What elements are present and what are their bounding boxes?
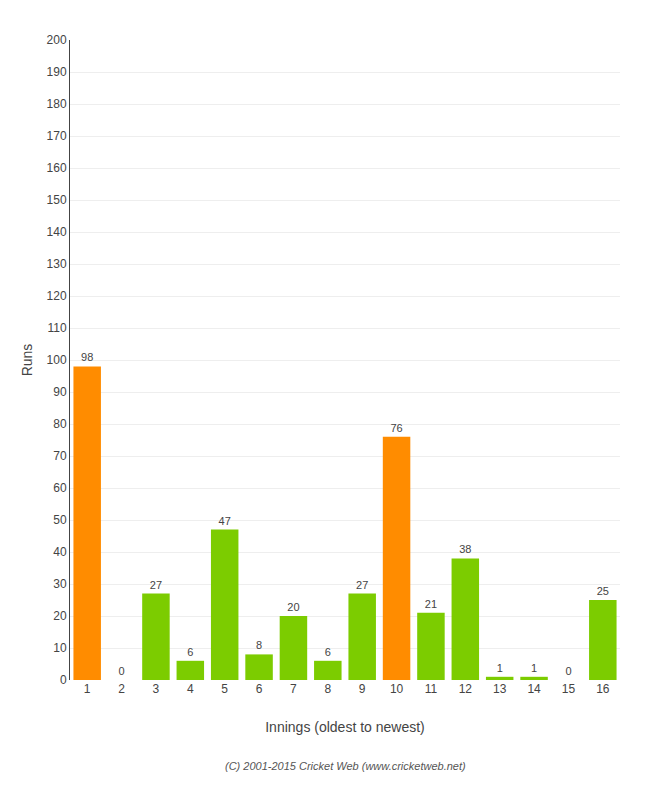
svg-text:50: 50 xyxy=(53,513,67,527)
svg-text:10: 10 xyxy=(390,682,404,696)
svg-text:0: 0 xyxy=(565,665,571,677)
svg-text:8: 8 xyxy=(324,682,331,696)
svg-text:130: 130 xyxy=(47,257,67,271)
svg-text:13: 13 xyxy=(493,682,507,696)
svg-text:12: 12 xyxy=(459,682,473,696)
svg-text:Runs: Runs xyxy=(19,344,35,377)
svg-text:8: 8 xyxy=(256,639,262,651)
svg-text:25: 25 xyxy=(597,585,609,597)
svg-text:16: 16 xyxy=(596,682,610,696)
svg-text:11: 11 xyxy=(425,682,438,696)
svg-text:30: 30 xyxy=(53,577,67,591)
svg-text:15: 15 xyxy=(562,682,576,696)
svg-text:0: 0 xyxy=(118,665,124,677)
svg-text:38: 38 xyxy=(459,543,471,555)
svg-text:5: 5 xyxy=(221,682,228,696)
svg-text:10: 10 xyxy=(53,641,67,655)
svg-text:100: 100 xyxy=(47,353,67,367)
svg-text:6: 6 xyxy=(256,682,263,696)
svg-text:20: 20 xyxy=(53,609,67,623)
svg-text:6: 6 xyxy=(187,646,193,658)
svg-text:9: 9 xyxy=(359,682,366,696)
svg-text:90: 90 xyxy=(53,385,67,399)
svg-text:1: 1 xyxy=(497,662,503,674)
svg-text:110: 110 xyxy=(47,321,66,335)
svg-text:4: 4 xyxy=(187,682,194,696)
svg-text:21: 21 xyxy=(425,598,437,610)
svg-text:1: 1 xyxy=(531,662,537,674)
svg-text:20: 20 xyxy=(287,601,299,613)
svg-text:160: 160 xyxy=(47,161,67,175)
svg-text:1: 1 xyxy=(84,682,91,696)
svg-text:14: 14 xyxy=(527,682,541,696)
svg-text:120: 120 xyxy=(47,289,67,303)
svg-text:150: 150 xyxy=(47,193,67,207)
svg-text:2: 2 xyxy=(118,682,125,696)
svg-text:190: 190 xyxy=(47,65,67,79)
svg-text:(C) 2001-2015 Cricket Web (www: (C) 2001-2015 Cricket Web (www.cricketwe… xyxy=(225,760,466,772)
svg-text:98: 98 xyxy=(81,351,93,363)
svg-text:27: 27 xyxy=(150,579,162,591)
svg-text:Innings (oldest to newest): Innings (oldest to newest) xyxy=(265,719,425,735)
svg-text:170: 170 xyxy=(47,129,67,143)
svg-text:6: 6 xyxy=(325,646,331,658)
svg-text:80: 80 xyxy=(53,417,67,431)
svg-text:70: 70 xyxy=(53,449,67,463)
svg-text:76: 76 xyxy=(390,422,402,434)
svg-text:27: 27 xyxy=(356,579,368,591)
svg-text:200: 200 xyxy=(47,33,67,47)
svg-text:180: 180 xyxy=(47,97,67,111)
svg-text:7: 7 xyxy=(290,682,297,696)
svg-text:60: 60 xyxy=(53,481,67,495)
svg-text:3: 3 xyxy=(153,682,160,696)
svg-text:47: 47 xyxy=(219,515,231,527)
svg-text:140: 140 xyxy=(47,225,67,239)
svg-text:0: 0 xyxy=(60,673,67,687)
svg-text:40: 40 xyxy=(53,545,67,559)
